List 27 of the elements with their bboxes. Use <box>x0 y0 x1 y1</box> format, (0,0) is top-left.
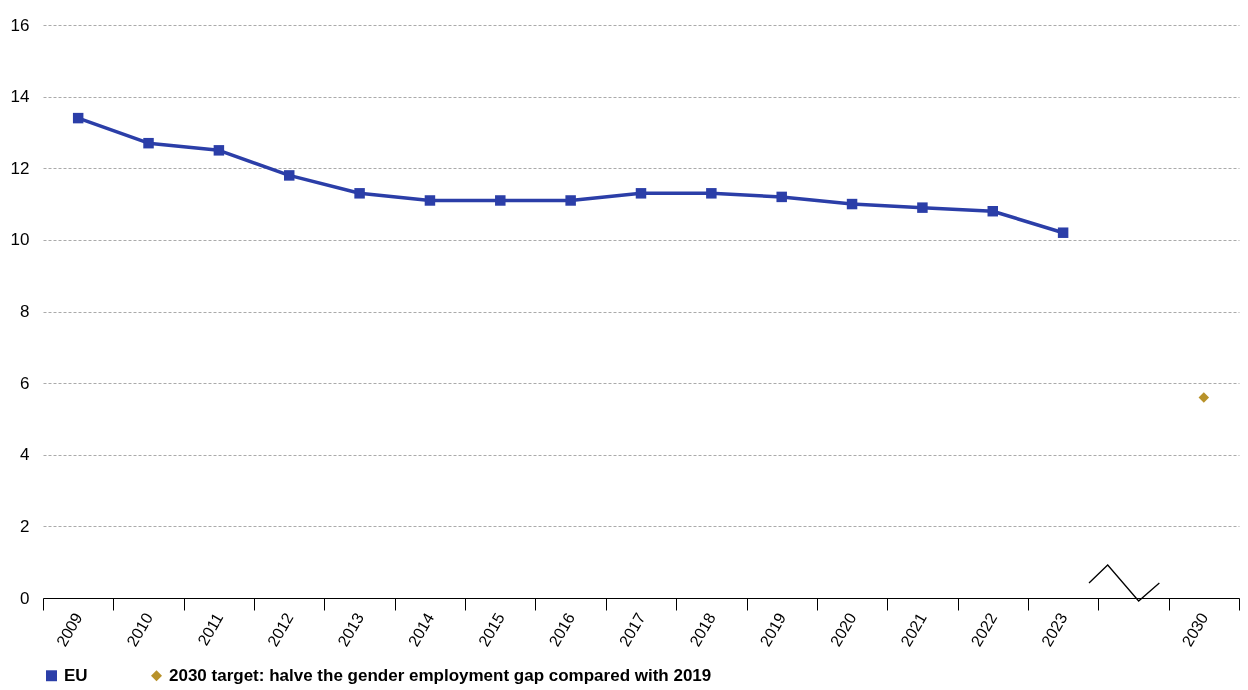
point <box>776 191 787 203</box>
point <box>635 188 647 199</box>
point <box>987 205 999 217</box>
point <box>1057 227 1069 238</box>
y-tick-label: 0 <box>20 588 30 608</box>
point <box>565 195 576 206</box>
point <box>1198 392 1210 403</box>
y-tick-label: 12 <box>10 158 30 178</box>
point <box>495 195 506 206</box>
point <box>72 112 84 124</box>
point <box>846 198 858 210</box>
y-tick-label: 8 <box>20 302 30 321</box>
y-tick-label: 4 <box>20 445 30 465</box>
y-tick-label: 6 <box>20 373 30 393</box>
point <box>706 188 717 199</box>
y-tick-label: 16 <box>10 15 30 35</box>
y-tick-label: 2 <box>20 516 30 536</box>
point <box>143 137 154 149</box>
y-tick-label: 10 <box>10 230 30 250</box>
legend-label: EU <box>64 665 88 685</box>
legend-label: 2030 target: halve the gender employment gap compared with 2019 <box>169 665 712 685</box>
point <box>354 188 365 199</box>
y-tick-label: 14 <box>10 87 30 107</box>
point <box>424 195 436 206</box>
point <box>283 170 295 181</box>
point <box>213 145 225 156</box>
point <box>917 202 928 213</box>
